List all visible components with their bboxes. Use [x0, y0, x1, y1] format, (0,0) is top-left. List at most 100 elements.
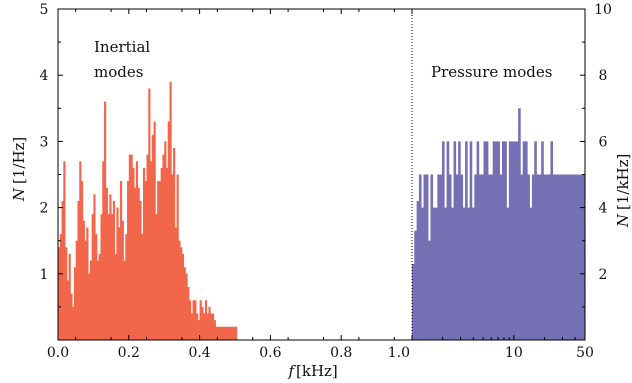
- y-tick-label-left: 5: [40, 2, 49, 18]
- pressure-bar: [437, 174, 440, 340]
- y-axis-label-right: N [1/kHz]: [614, 154, 632, 229]
- inertial-bar: [194, 300, 197, 340]
- inertial-bar: [187, 287, 190, 340]
- inertial-bar: [204, 300, 208, 340]
- inertial-bar: [61, 200, 64, 340]
- inertial-bar: [171, 174, 174, 340]
- inertial-bar: [127, 181, 130, 340]
- inertial-bar: [146, 154, 149, 340]
- x-tick-label: 0.0: [47, 345, 69, 361]
- inertial-bar: [116, 207, 119, 340]
- tick-marks: [57, 8, 585, 340]
- inertial-bar: [132, 167, 135, 340]
- inertial-bar: [112, 200, 116, 340]
- pressure-bar: [412, 263, 415, 340]
- y-axis-label-right-var: N: [614, 213, 632, 228]
- pressure-bar: [527, 174, 530, 340]
- y-tick-label-left: 4: [40, 68, 49, 84]
- pressure-bar: [564, 174, 567, 340]
- pressure-bar: [534, 141, 537, 340]
- y-tick-label-right: 4: [599, 201, 608, 217]
- inertial-bar: [148, 88, 151, 340]
- pressure-bar: [483, 141, 487, 340]
- inertial-bar: [224, 326, 227, 340]
- inertial-bar: [150, 161, 153, 340]
- inertial-bar: [155, 214, 158, 340]
- inertial-bar: [174, 227, 177, 340]
- pressure-bar: [497, 141, 500, 340]
- inertial-bar: [197, 320, 200, 340]
- pressure-bar: [425, 174, 429, 340]
- pressure-bar: [462, 207, 466, 340]
- pressure-bar: [460, 174, 464, 340]
- inertial-bar: [226, 326, 229, 340]
- inertial-bar: [217, 326, 220, 340]
- inertial-bar: [158, 181, 162, 340]
- inertial-bar: [89, 260, 93, 340]
- inertial-bar: [109, 194, 112, 340]
- pressure-bar: [536, 174, 540, 340]
- y-tick-label-right: 2: [599, 267, 608, 283]
- inertial-bar: [121, 220, 124, 340]
- pressure-bar: [448, 174, 452, 340]
- inertial-bar: [199, 300, 202, 340]
- inertial-bar: [114, 253, 117, 340]
- inertial-bar: [95, 234, 98, 340]
- pressure-bar: [488, 174, 491, 340]
- pressure-bar: [455, 174, 459, 340]
- pressure-bar: [548, 174, 551, 340]
- inertial-bar: [162, 154, 165, 340]
- pressure-bar: [543, 174, 547, 340]
- inertial-bar: [107, 214, 110, 340]
- inertial-bar: [119, 181, 123, 340]
- pressure-bar: [428, 240, 431, 340]
- inertial-bar: [188, 300, 192, 340]
- inertial-bar: [160, 167, 163, 340]
- y-tick-label-right: 10: [594, 2, 612, 18]
- inertial-bar: [96, 260, 100, 340]
- inertial-bar: [79, 161, 82, 340]
- inertial-bar: [190, 313, 193, 340]
- pressure-bar: [478, 174, 482, 340]
- inertial-bar: [104, 101, 107, 341]
- inertial-bar: [134, 187, 137, 340]
- inertial-bar: [75, 240, 78, 340]
- x-tick-label-log: 10: [505, 345, 523, 361]
- pressure-bar: [531, 174, 535, 340]
- pressure-bar: [441, 141, 445, 340]
- pressure-bar: [580, 174, 583, 340]
- inertial-bar: [151, 134, 154, 340]
- inertial-bar: [70, 293, 73, 340]
- inertial-bar: [81, 181, 84, 340]
- pressure-bar: [550, 141, 554, 340]
- inertial-bar: [141, 234, 144, 340]
- inertial-bar: [157, 181, 160, 340]
- pressure-bar: [578, 174, 581, 340]
- pressure-bar: [467, 207, 470, 340]
- pressure-bar: [421, 207, 424, 340]
- pressure-bar: [508, 141, 512, 340]
- inertial-bar: [176, 174, 179, 340]
- y-axis-label-left-unit: [1/Hz]: [10, 137, 28, 184]
- pressure-bar: [522, 141, 526, 340]
- inertial-bar: [222, 326, 225, 340]
- y-tick-label-right: 8: [599, 68, 608, 84]
- pressure-bar: [557, 174, 560, 340]
- inertial-bar-series: [58, 81, 238, 341]
- inertial-bar: [59, 234, 62, 340]
- x-tick-label: 0.2: [118, 345, 140, 361]
- y-axis-label-left-var: N: [10, 187, 28, 202]
- inertial-bar: [173, 148, 176, 340]
- pressure-bar: [529, 207, 533, 340]
- inertial-bar: [111, 214, 114, 340]
- pressure-bar: [506, 207, 510, 340]
- pressure-bar: [439, 174, 443, 340]
- inertial-bar: [135, 161, 139, 340]
- pressure-bar: [465, 141, 468, 340]
- pressure-bar: [471, 207, 475, 340]
- x-axis-label-unit: [kHz]: [296, 362, 338, 380]
- inertial-bar: [68, 253, 71, 340]
- pressure-bar: [513, 141, 517, 340]
- inertial-bar: [213, 320, 216, 340]
